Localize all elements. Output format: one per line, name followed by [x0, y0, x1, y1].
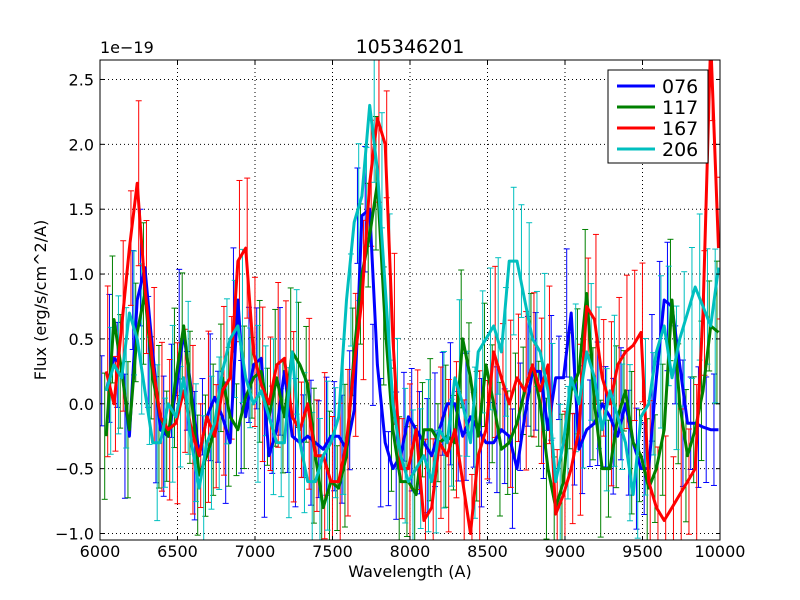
x-tick-label: 10000 — [695, 542, 746, 561]
legend-label-206: 206 — [662, 139, 698, 161]
y-tick-label: 0.0 — [69, 395, 94, 414]
y-tick-label: 2.0 — [69, 135, 94, 154]
y-tick-label: 2.5 — [69, 70, 94, 89]
x-tick-label: 6500 — [157, 542, 198, 561]
series-line-117 — [104, 181, 720, 510]
legend-label-076: 076 — [662, 76, 698, 98]
series-line-167 — [104, 60, 720, 535]
x-tick-label: 8500 — [467, 542, 508, 561]
x-tick-label: 7000 — [235, 542, 276, 561]
y-tick-label: 0.5 — [69, 330, 94, 349]
y-tick-label: −1.0 — [55, 525, 94, 544]
series-group — [100, 60, 720, 540]
legend-label-167: 167 — [662, 118, 698, 140]
axis-ticks: 6000 6500 7000 7500 8000 8500 9000 9500 10000 −1.… — [55, 60, 745, 561]
x-tick-label: 9000 — [545, 542, 586, 561]
y-tick-label: 1.5 — [69, 200, 94, 219]
y-scale-factor: 1e−19 — [100, 38, 154, 57]
x-axis-label: Wavelength (A) — [348, 562, 471, 581]
x-tick-label: 8000 — [390, 542, 431, 561]
y-tick-label: 1.0 — [69, 265, 94, 284]
y-tick-label: −0.5 — [55, 460, 94, 479]
series-line-206 — [104, 103, 720, 497]
x-tick-label: 6000 — [80, 542, 121, 561]
x-tick-label: 7500 — [312, 542, 353, 561]
y-axis-label: Flux (erg/s/cm^2/A) — [31, 220, 50, 381]
legend-label-117: 117 — [662, 97, 698, 119]
chart-title: 105346201 — [356, 36, 465, 58]
x-tick-label: 9500 — [622, 542, 663, 561]
